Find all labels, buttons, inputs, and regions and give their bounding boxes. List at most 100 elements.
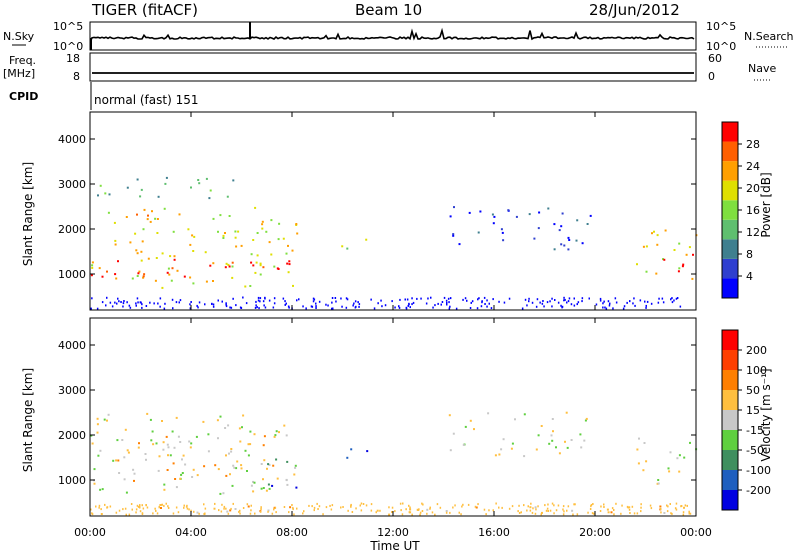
scatter-cell [219,492,222,495]
scatter-cell [479,210,482,213]
ground-scatter-cell [331,297,334,299]
ground-scatter-cell [661,297,664,300]
ground-scatter-cell [327,304,329,307]
scatter-cell [228,215,231,217]
scatter-cell [247,505,250,508]
scatter-cell [181,458,183,461]
ground-scatter-cell [139,510,142,513]
ground-scatter-cell [235,304,237,307]
ground-scatter-cell [260,508,262,510]
scatter-cell [162,448,165,451]
scatter-cell [99,449,102,452]
ground-scatter-cell [629,512,631,514]
scatter-cell [225,262,228,265]
ground-scatter-cell [285,302,287,305]
scatter-cell [487,412,490,415]
scatter-cell [249,285,252,287]
scatter-cell [100,513,103,515]
ground-scatter-cell [153,302,155,305]
ground-scatter-cell [394,510,396,513]
ground-scatter-cell [673,299,675,302]
ground-scatter-cell [293,513,295,516]
ground-scatter-cell [644,300,646,303]
ground-scatter-cell [198,512,200,515]
colorbar-swatch [722,390,738,410]
ground-scatter-cell [667,505,669,508]
ground-scatter-cell [154,507,156,510]
ground-scatter-cell [540,513,542,516]
scatter-cell [181,472,184,474]
ground-scatter-cell [587,511,589,514]
ground-scatter-cell [488,509,490,512]
scatter-cell [136,252,139,255]
ground-scatter-cell [419,513,421,516]
scatter-cell [202,420,205,423]
ground-scatter-cell [602,306,604,309]
scatter-cell [475,506,478,509]
scatter-cell [114,243,117,246]
ground-scatter-cell [477,503,479,506]
ground-scatter-cell [255,300,257,303]
ground-scatter-cell [682,511,685,514]
ground-scatter-cell [421,510,424,512]
scatter-cell [146,218,149,221]
scatter-cell [262,444,265,447]
ground-scatter-cell [566,509,568,512]
scatter-cell [282,237,285,240]
ground-scatter-cell [130,503,133,505]
scatter-cell [114,273,117,276]
scatter-cell [154,279,157,282]
scatter-cell [252,264,255,267]
scatter-cell [246,470,248,472]
scatter-cell [209,189,212,192]
ground-scatter-cell [345,306,348,309]
scatter-cell [161,286,164,289]
ground-scatter-cell [230,507,232,510]
ground-scatter-cell [179,299,182,302]
scatter-cell [564,440,566,443]
ground-scatter-cell [131,508,133,511]
ground-scatter-cell [223,507,225,510]
scatter-cell [91,442,94,445]
scatter-cell [449,215,452,218]
scatter-cell [91,261,94,264]
scatter-cell [141,240,144,243]
ground-scatter-cell [557,301,560,304]
scatter-cell [547,207,550,210]
scatter-cell [99,184,102,187]
colorbar-tick-label: 28 [746,138,760,151]
ground-scatter-cell [203,503,205,506]
ground-scatter-cell [259,300,261,303]
scatter-cell [222,237,225,239]
colorbar-swatch [722,141,738,162]
ground-scatter-cell [671,301,674,304]
scatter-cell [192,468,195,471]
ground-scatter-cell [689,512,692,515]
scatter-cell [234,508,237,510]
scatter-cell [213,507,216,510]
scatter-cell [231,276,234,279]
colorbar-swatch [722,258,738,279]
scatter-cell [285,479,288,482]
scatter-cell [96,423,99,426]
ground-scatter-cell [427,297,429,300]
ground-scatter-cell [680,505,683,507]
ground-scatter-cell [95,505,97,508]
scatter-cell [114,239,117,242]
ground-scatter-cell [204,512,206,515]
ground-scatter-cell [318,300,321,303]
y-tick-label: 1000 [58,268,86,281]
scatter-cell [268,487,271,490]
scatter-cell [263,459,266,462]
ground-scatter-cell [346,298,349,301]
scatter-cell [219,415,222,418]
nave-label: Nave [748,62,776,75]
scatter-cell [189,446,192,449]
ground-scatter-cell [649,504,652,507]
scatter-cell [161,420,163,422]
scatter-cell [197,179,200,181]
ground-scatter-cell [660,511,662,514]
ground-scatter-cell [198,301,201,304]
scatter-cell [655,272,658,275]
scatter-cell [294,464,297,467]
